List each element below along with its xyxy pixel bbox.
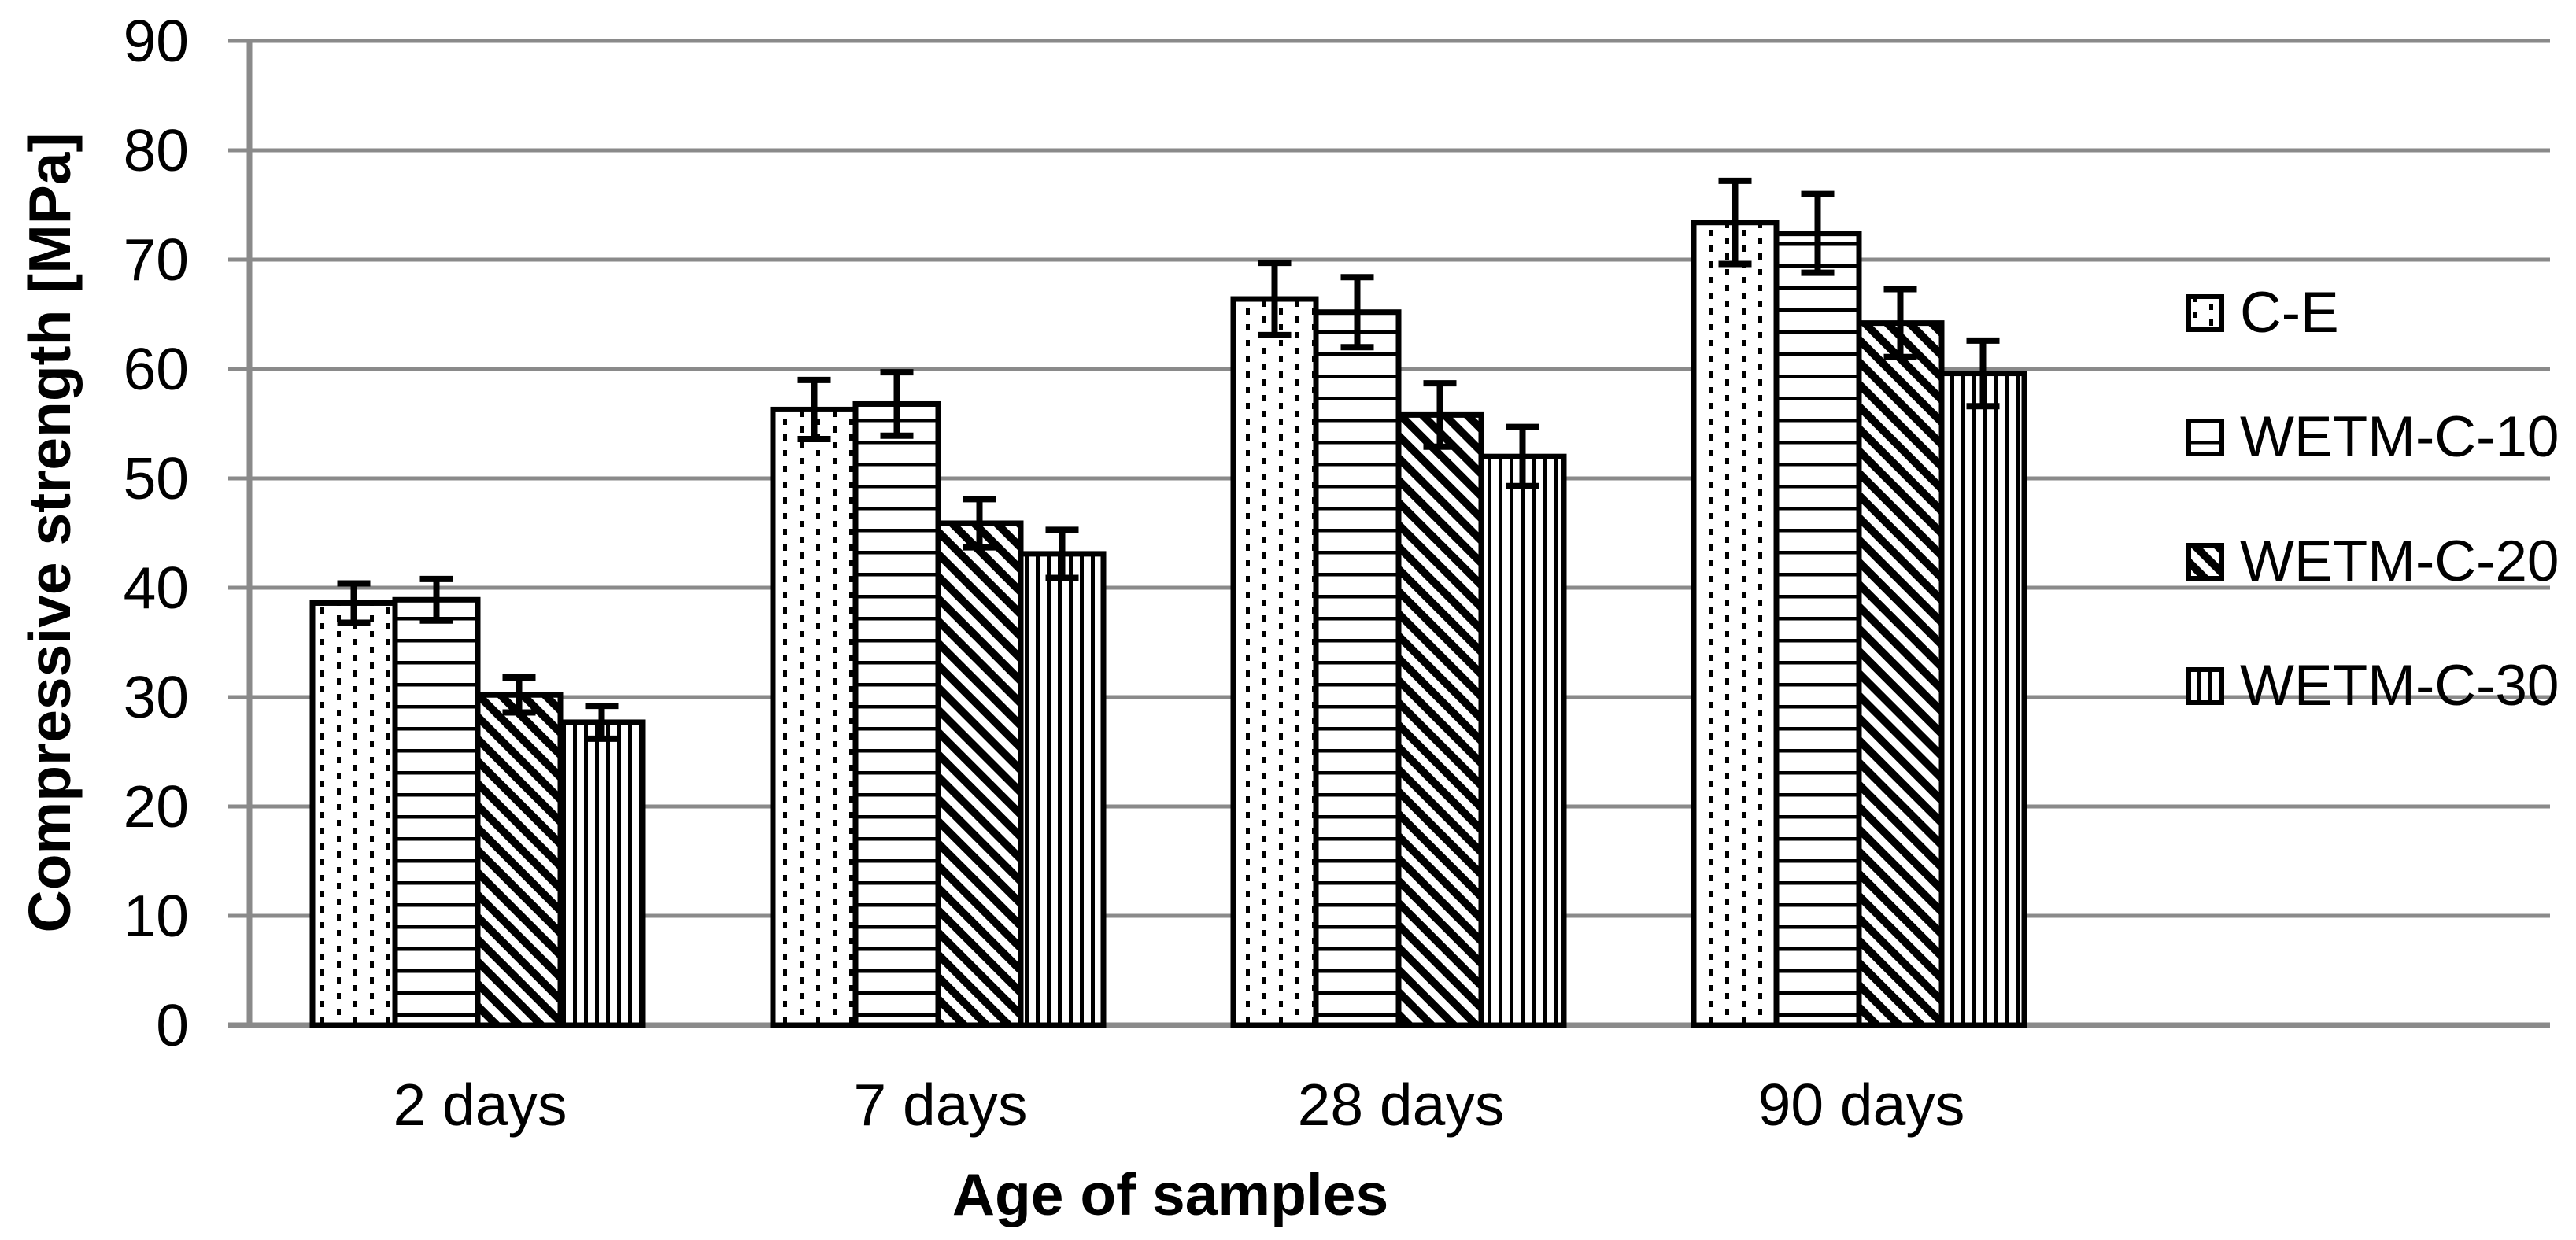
x-category-label: 90 days bbox=[1757, 1072, 1965, 1138]
bar-WETM-C-10-90-days bbox=[1773, 231, 1862, 1028]
bar-WETM-C-10-2-days bbox=[392, 596, 481, 1028]
error-bar-WETM-C-10-7-days bbox=[880, 369, 914, 439]
x-category-label: 28 days bbox=[1297, 1072, 1505, 1138]
x-category-label: 7 days bbox=[853, 1072, 1028, 1138]
y-tick-label: 60 bbox=[123, 336, 189, 402]
y-tick-label: 70 bbox=[123, 227, 189, 293]
legend-label: WETM-C-20 bbox=[2240, 530, 2559, 593]
error-bar-WETM-C-20-28-days bbox=[1423, 380, 1457, 450]
error-bar-C-E-2-days bbox=[337, 580, 371, 626]
y-tick-label: 40 bbox=[123, 555, 189, 621]
bar-WETM-C-30-28-days bbox=[1478, 453, 1567, 1028]
error-bar-WETM-C-20-2-days bbox=[502, 674, 536, 716]
x-axis-title: Age of samples bbox=[952, 1161, 1389, 1227]
y-tick-label: 50 bbox=[123, 445, 189, 511]
bar-WETM-C-20-28-days bbox=[1395, 411, 1484, 1028]
legend-swatch-horizontal-lines bbox=[2186, 419, 2224, 456]
bar-C-E-28-days bbox=[1230, 296, 1319, 1028]
error-bars-layer bbox=[337, 177, 2000, 742]
error-bar-WETM-C-20-90-days bbox=[1883, 286, 1917, 360]
bar-C-E-90-days bbox=[1691, 220, 1780, 1028]
y-tick-label: 20 bbox=[123, 773, 189, 840]
bar-C-E-2-days bbox=[309, 600, 398, 1028]
bar-C-E-7-days bbox=[770, 406, 859, 1028]
error-bar-C-E-28-days bbox=[1258, 260, 1292, 338]
bar-WETM-C-20-2-days bbox=[475, 692, 564, 1028]
error-bar-WETM-C-30-28-days bbox=[1506, 423, 1539, 489]
bar-WETM-C-30-7-days bbox=[1018, 551, 1107, 1028]
legend-item: C-E bbox=[2186, 279, 2339, 348]
bar-WETM-C-30-2-days bbox=[557, 719, 646, 1028]
legend-item: WETM-C-30 bbox=[2186, 651, 2559, 721]
y-tick-label: 80 bbox=[123, 117, 189, 183]
legend-swatch-dots bbox=[2186, 294, 2224, 332]
error-bar-WETM-C-10-28-days bbox=[1340, 274, 1374, 351]
error-bar-C-E-7-days bbox=[797, 376, 831, 442]
legend-item: WETM-C-10 bbox=[2186, 403, 2559, 472]
bar-WETM-C-10-7-days bbox=[852, 400, 941, 1028]
y-tick-label: 10 bbox=[123, 883, 189, 949]
bar-WETM-C-30-90-days bbox=[1938, 371, 2027, 1028]
error-bar-WETM-C-20-7-days bbox=[963, 496, 996, 551]
legend-label: WETM-C-30 bbox=[2240, 654, 2559, 718]
y-tick-label: 0 bbox=[156, 992, 189, 1058]
error-bar-C-E-90-days bbox=[1718, 177, 1752, 268]
legend-label: WETM-C-10 bbox=[2240, 405, 2559, 469]
bar-WETM-C-20-90-days bbox=[1856, 320, 1945, 1028]
error-bar-WETM-C-30-90-days bbox=[1966, 337, 2000, 410]
error-bar-WETM-C-10-90-days bbox=[1801, 190, 1835, 276]
y-tick-label: 30 bbox=[123, 664, 189, 730]
bar-WETM-C-20-7-days bbox=[935, 520, 1024, 1028]
y-tick-label: 90 bbox=[123, 8, 189, 74]
legend-swatch-vertical-lines bbox=[2186, 667, 2224, 705]
legend-label: C-E bbox=[2240, 281, 2339, 345]
legend-item: WETM-C-20 bbox=[2186, 527, 2559, 596]
error-bar-WETM-C-30-7-days bbox=[1045, 526, 1079, 581]
bar-WETM-C-10-28-days bbox=[1313, 309, 1402, 1028]
error-bar-WETM-C-10-2-days bbox=[419, 575, 453, 624]
error-bar-WETM-C-30-2-days bbox=[585, 703, 619, 742]
legend-swatch-diagonal-lines bbox=[2186, 543, 2224, 581]
y-axis-title: Compressive strength [MPa] bbox=[17, 132, 83, 933]
x-category-label: 2 days bbox=[393, 1072, 567, 1138]
bars-layer bbox=[309, 220, 2027, 1028]
